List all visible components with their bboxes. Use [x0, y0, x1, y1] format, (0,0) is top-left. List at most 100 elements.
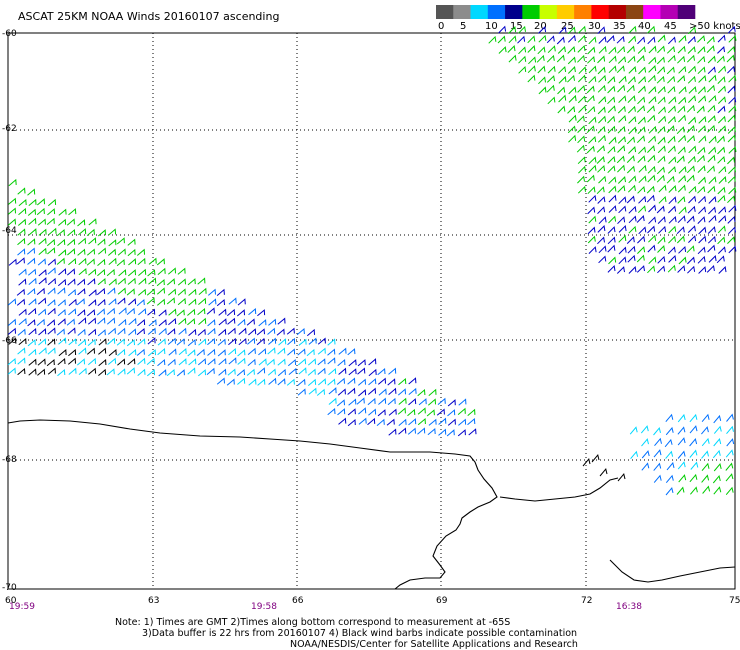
wind-barb [328, 367, 337, 376]
wind-barb [607, 76, 616, 84]
wind-barb [116, 258, 125, 267]
wind-barb [726, 438, 735, 447]
wind-barb [640, 425, 649, 434]
wind-barb [608, 256, 617, 265]
wind-barb [618, 256, 627, 265]
wind-barb [641, 462, 650, 471]
wind-barb [146, 369, 155, 377]
wind-barb [636, 135, 645, 144]
wind-barb [196, 348, 205, 356]
wind-barb [558, 75, 567, 84]
wind-barb [217, 338, 226, 346]
wind-barb [617, 184, 626, 193]
wind-barb [536, 54, 545, 63]
wind-barb [238, 337, 247, 346]
wind-barb [218, 328, 227, 336]
wind-barb [376, 418, 385, 426]
wind-barb [77, 278, 86, 286]
wind-barb [246, 318, 255, 326]
wind-barb [597, 26, 606, 35]
wind-barb [557, 105, 566, 114]
wind-barb [327, 357, 336, 365]
wind-barb [697, 55, 706, 64]
wind-barb [116, 338, 125, 346]
wind-barb [296, 327, 305, 336]
wind-barb [167, 337, 176, 345]
wind-barb [657, 255, 666, 264]
wind-barb [228, 337, 237, 346]
wind-barb [597, 196, 606, 204]
wind-barb [458, 398, 467, 406]
wind-barb [136, 248, 145, 256]
wind-barb [227, 317, 236, 325]
wind-barb [568, 86, 577, 95]
wind-barb [27, 208, 36, 216]
wind-barb [116, 237, 125, 245]
wind-barb [607, 105, 616, 113]
wind-barb [8, 258, 17, 266]
wind-barb [308, 337, 317, 345]
wind-barb [689, 425, 698, 434]
wind-barb [47, 208, 56, 216]
wind-barb [648, 204, 657, 213]
wind-barb [637, 235, 646, 244]
wind-barb [67, 238, 76, 246]
wind-barb [616, 155, 625, 164]
wind-barb [156, 278, 165, 287]
wind-barb [667, 166, 676, 174]
wind-barb [167, 267, 176, 275]
wind-barb [666, 175, 675, 184]
wind-barb [138, 268, 147, 276]
wind-barb [18, 337, 27, 346]
wind-barb [316, 388, 325, 396]
wind-barb [157, 358, 166, 367]
wind-barb [596, 156, 605, 164]
wind-barb [348, 359, 357, 367]
wind-barb [664, 438, 673, 448]
wind-barb [127, 238, 136, 246]
wind-barb [676, 486, 685, 495]
wind-barb [368, 358, 377, 366]
wind-barb [608, 194, 617, 203]
wind-barb [367, 397, 376, 406]
wind-barb [727, 236, 736, 244]
wind-barb [607, 155, 616, 164]
wind-barb [597, 66, 606, 75]
wind-barb [607, 125, 616, 134]
wind-barb [718, 266, 727, 274]
wind-barb [666, 66, 675, 75]
wind-barb [558, 26, 567, 34]
wind-barb [577, 34, 586, 43]
wind-barb [128, 348, 137, 357]
wind-barb [647, 244, 656, 253]
wind-barb [77, 288, 86, 296]
wind-barb [146, 357, 155, 365]
legend-swatch [625, 5, 644, 19]
wind-barb [38, 338, 47, 346]
wind-barb [97, 247, 106, 255]
wind-barb [197, 277, 206, 285]
wind-barb [178, 347, 187, 356]
wind-barb [598, 216, 607, 225]
wind-barb [577, 84, 586, 93]
wind-barb [597, 164, 606, 173]
wind-barb [77, 338, 87, 347]
wind-barb [68, 308, 77, 316]
wind-barb [38, 269, 47, 277]
wind-barb [677, 265, 686, 273]
wind-barb [728, 74, 737, 83]
wind-barb [668, 225, 677, 234]
wind-barb [698, 206, 706, 215]
wind-barb [258, 319, 267, 327]
lat-lon-grid [8, 33, 735, 589]
wind-barb [176, 309, 185, 317]
wind-barb [167, 288, 176, 296]
wind-barb [17, 228, 26, 236]
wind-barb [607, 236, 616, 245]
wind-barb [27, 339, 36, 347]
wind-barb [368, 378, 377, 386]
wind-barb [317, 347, 326, 355]
wind-barb [688, 195, 697, 204]
wind-barb [638, 226, 647, 235]
wind-barb [128, 298, 137, 306]
